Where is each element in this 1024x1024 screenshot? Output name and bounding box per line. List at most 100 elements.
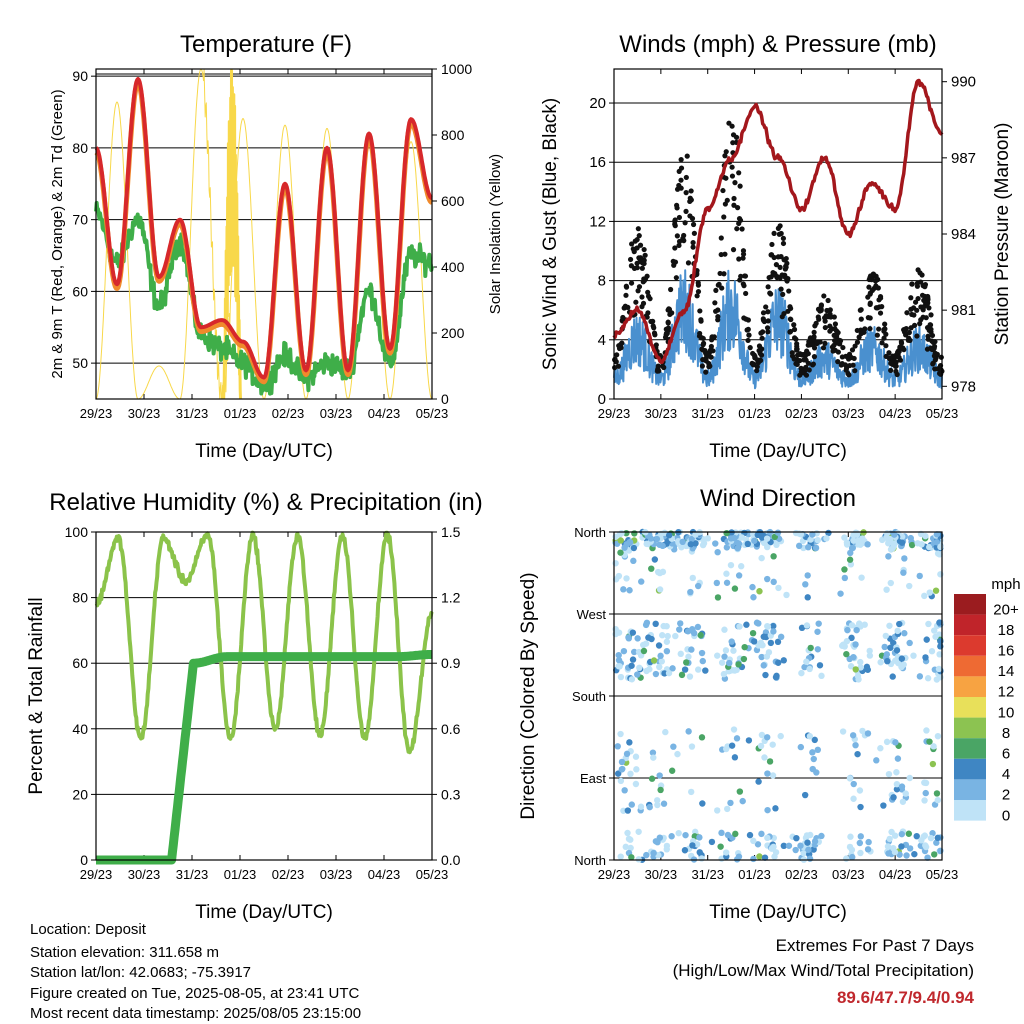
gust-point	[858, 316, 864, 322]
gust-point	[906, 329, 912, 336]
direction-point	[699, 657, 706, 665]
gust-point	[867, 300, 873, 306]
gust-point	[898, 339, 904, 345]
direction-point	[785, 842, 793, 849]
direction-point	[933, 676, 941, 683]
direction-point	[623, 575, 630, 582]
direction-point	[646, 803, 653, 811]
y-tick-label: West	[577, 607, 607, 622]
x-tick-label: 01/23	[224, 406, 257, 421]
gust-point	[797, 351, 803, 357]
direction-point	[922, 789, 929, 797]
legend-label: 14	[998, 663, 1015, 680]
gust-point	[672, 223, 678, 229]
direction-point	[722, 647, 730, 654]
gust-point	[676, 168, 682, 175]
direction-point	[702, 667, 709, 674]
gust-point	[805, 351, 811, 357]
gust-point	[690, 240, 696, 246]
direction-point	[615, 656, 623, 664]
gust-point	[839, 360, 845, 367]
gust-point	[771, 230, 777, 236]
y2-tick-label: 0.6	[441, 721, 461, 737]
direction-point	[627, 844, 634, 852]
direction-point	[780, 842, 788, 850]
direction-point	[906, 774, 913, 782]
direction-point	[621, 787, 628, 794]
gust-point	[773, 262, 779, 268]
gust-point	[632, 238, 638, 244]
direction-point	[898, 830, 906, 838]
direction-point	[714, 594, 722, 601]
x-tick-label: 04/23	[879, 406, 912, 421]
gust-point	[690, 244, 696, 250]
gust-point	[908, 295, 914, 301]
direction-point	[889, 545, 897, 552]
direction-point	[632, 780, 640, 788]
direction-point	[720, 670, 728, 678]
legend-swatch	[954, 614, 986, 636]
gust-point	[738, 273, 744, 279]
gust-point	[713, 287, 719, 294]
direction-point	[901, 555, 908, 562]
direction-point	[718, 659, 726, 666]
x-tick-label: 04/23	[368, 406, 401, 421]
gust-point	[917, 270, 923, 276]
gust-point	[821, 293, 827, 299]
x-tick-label: 31/23	[176, 867, 209, 882]
direction-point	[630, 557, 637, 565]
gust-point	[706, 360, 712, 367]
direction-point	[854, 672, 862, 680]
legend-label: 4	[1002, 766, 1010, 783]
gust-point	[867, 326, 873, 332]
direction-point	[659, 632, 666, 639]
direction-point	[739, 797, 746, 805]
y2-tick-label: 1.2	[441, 590, 461, 606]
direction-point	[723, 570, 730, 577]
direction-point	[756, 588, 763, 595]
direction-point	[903, 852, 910, 859]
gust-point	[765, 309, 771, 315]
direction-point	[852, 529, 860, 536]
chart-title: Wind Direction	[700, 485, 856, 512]
direction-point	[934, 796, 942, 804]
gust-point	[791, 335, 798, 341]
gust-point	[700, 357, 706, 363]
gust-point	[739, 226, 745, 232]
gust-point	[870, 271, 877, 277]
gust-point	[703, 369, 709, 375]
direction-point	[754, 841, 762, 848]
gust-point	[743, 290, 749, 297]
direction-point	[685, 653, 692, 660]
gust-point	[641, 278, 647, 284]
gust-point	[637, 255, 643, 261]
y-tick-label: 80	[72, 590, 88, 606]
gust-point	[722, 153, 728, 159]
direction-point	[922, 654, 929, 661]
gust-point	[661, 364, 667, 371]
gust-point	[866, 276, 872, 283]
direction-point	[687, 588, 694, 596]
direction-point	[617, 537, 624, 544]
direction-point	[931, 851, 938, 858]
x-tick-label: 31/23	[691, 867, 724, 882]
gust-point	[719, 285, 725, 291]
gust-point	[911, 322, 918, 328]
direction-point	[732, 830, 739, 838]
gust-point	[847, 362, 853, 369]
direction-point	[764, 623, 772, 630]
x-tick-label: 03/23	[832, 406, 865, 421]
x-tick-label: 01/23	[738, 867, 771, 882]
created-text: Figure created on Tue, 2025-08-05, at 23…	[30, 985, 360, 1002]
gust-point	[814, 339, 820, 345]
direction-point	[898, 783, 906, 790]
direction-point	[697, 632, 704, 639]
legend-swatch	[954, 676, 986, 697]
direction-point	[857, 833, 864, 840]
direction-point	[850, 653, 857, 661]
legend-swatch	[954, 635, 986, 656]
direction-point	[806, 733, 814, 740]
gust-point	[680, 235, 686, 242]
y2-tick-label: 0.9	[441, 655, 461, 671]
direction-point	[770, 578, 777, 586]
